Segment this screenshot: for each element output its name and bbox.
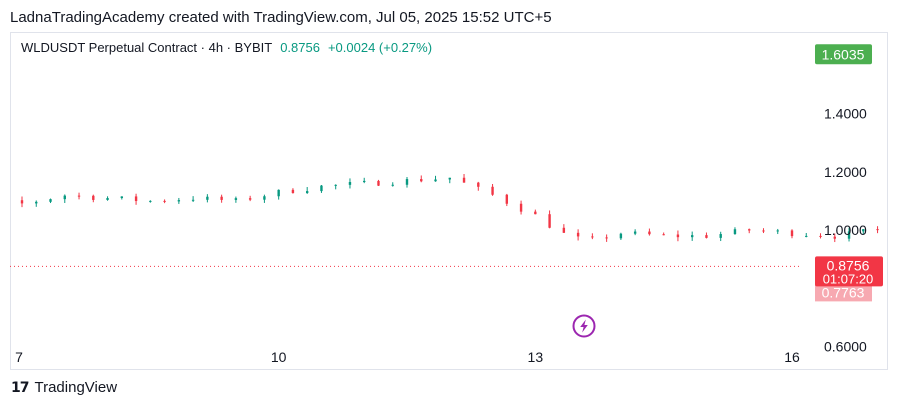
x-tick-label: 13 (528, 349, 544, 365)
candle-body (762, 230, 765, 232)
candle-body (391, 184, 394, 186)
y-tick-label: 1.0000 (824, 222, 867, 238)
candle-body (862, 229, 865, 232)
candle-body (334, 184, 337, 186)
candle-body (377, 180, 380, 186)
symbol-name: WLDUSDT Perpetual Contract · 4h · BYBIT (21, 40, 273, 55)
candle-body (776, 230, 779, 232)
chart-credit: LadnaTradingAcademy created with Trading… (10, 9, 552, 26)
stop-price-label: 0.7763 (822, 284, 865, 300)
target-price-label: 1.6035 (822, 46, 865, 62)
candle-body (20, 200, 24, 204)
candle-body (405, 179, 409, 185)
chart-frame[interactable] (10, 32, 888, 370)
candle-body (177, 200, 181, 202)
candle-body (819, 235, 822, 237)
candle-body (605, 237, 608, 239)
candle-body (719, 234, 722, 238)
candle-body (106, 198, 109, 200)
candle-body (648, 231, 651, 235)
symbol-legend[interactable]: WLDUSDT Perpetual Contract · 4h · BYBIT 0… (21, 40, 432, 55)
candle-body (220, 196, 223, 200)
candle-body (662, 234, 665, 236)
candle-body (748, 229, 751, 231)
candle-body (363, 180, 366, 183)
candle-body (120, 196, 124, 199)
y-tick-label: 0.6000 (824, 339, 867, 355)
candle-body (163, 200, 166, 202)
chart-lines (10, 265, 800, 267)
candle-body (519, 203, 523, 212)
candle-body (448, 177, 451, 180)
candle-body (805, 235, 808, 237)
candle-body (277, 189, 280, 197)
price-change: +0.0024 (+0.27%) (327, 40, 433, 55)
candle-body (548, 214, 551, 228)
candle-body (491, 186, 494, 195)
candle-body (833, 236, 836, 239)
candle-body (733, 229, 737, 235)
x-tick-label: 16 (784, 349, 800, 365)
candle-body (591, 236, 594, 238)
y-tick-label: 1.2000 (824, 164, 867, 180)
candle-body (876, 229, 879, 231)
candle-body (562, 227, 566, 233)
candle-body (134, 196, 138, 202)
current-price-badge (815, 256, 883, 287)
candle-body (263, 196, 266, 200)
candle-body (534, 211, 537, 215)
candle-body (676, 234, 680, 238)
current-price-label: 0.8756 (827, 257, 870, 273)
candle-body (847, 231, 851, 239)
candle-body (420, 179, 423, 182)
y-tick-label: 1.4000 (824, 106, 867, 122)
footer-brand[interactable]: 17 TradingView (11, 379, 117, 396)
candle-body (348, 182, 352, 185)
candle-body (434, 179, 437, 182)
candle-body (576, 232, 580, 237)
candle-body (305, 191, 309, 194)
lightning-icon[interactable] (572, 314, 596, 338)
candle-body (505, 194, 509, 204)
brand-name: TradingView (34, 379, 118, 396)
candle-body (477, 182, 480, 187)
candle-body (705, 235, 708, 238)
candle-body (790, 230, 794, 237)
candle-body (619, 233, 623, 239)
candle-body (291, 189, 295, 194)
x-axis: 710131619222528Jul47101316 (15, 349, 800, 365)
candle-body (234, 198, 238, 200)
candle-body (320, 185, 323, 192)
target-price-badge (815, 44, 872, 65)
candle-body (49, 199, 52, 202)
candle-body (248, 198, 252, 200)
candle-body (92, 195, 95, 200)
bar-countdown-label: 01:07:20 (823, 271, 874, 286)
candle-body (191, 199, 195, 201)
last-price: 0.8756 (280, 40, 320, 55)
candles (20, 173, 879, 243)
candle-body (35, 201, 38, 204)
x-tick-label: 7 (15, 349, 23, 365)
candle-body (206, 196, 209, 200)
stop-price-badge (815, 283, 872, 302)
candle-body (690, 235, 694, 238)
candle-body (77, 195, 81, 197)
x-tick-label: 10 (271, 349, 287, 365)
candle-body (462, 177, 466, 183)
price-chart[interactable]: 710131619222528Jul47101316 0.60000.80001… (10, 32, 888, 370)
tradingview-logo-icon: 17 (11, 379, 30, 396)
candle-body (63, 195, 66, 200)
candle-body (149, 200, 152, 202)
candle-body (633, 231, 637, 234)
